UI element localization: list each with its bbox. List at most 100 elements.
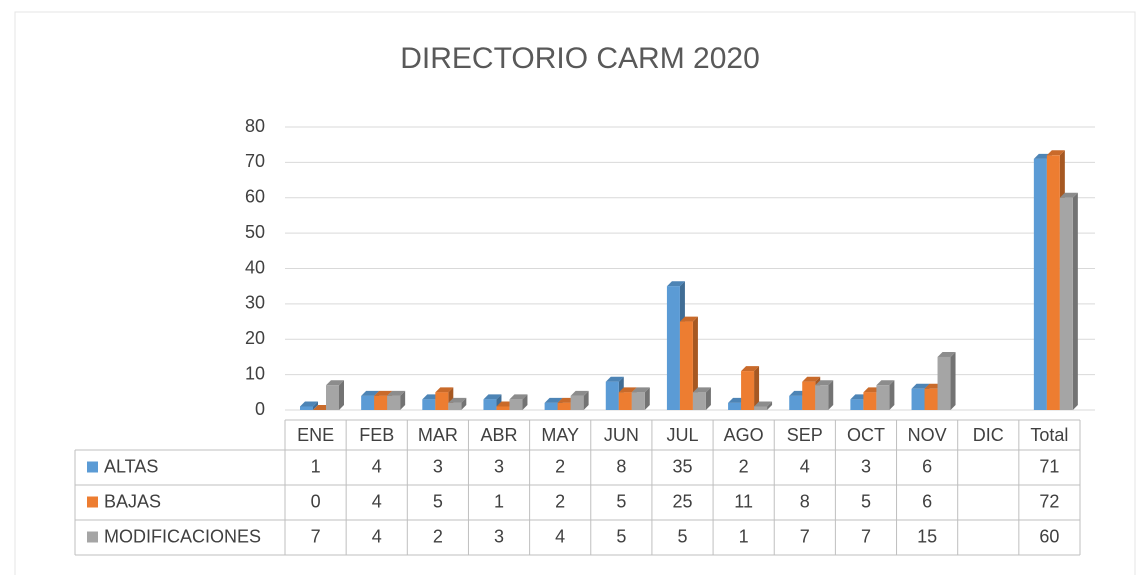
- table-cell: 0: [311, 491, 321, 511]
- bar: [666, 286, 680, 410]
- bar-side: [1072, 192, 1078, 410]
- bar-top: [326, 380, 344, 386]
- legend-swatch: [87, 461, 98, 473]
- chart-frame: [14, 11, 1136, 575]
- table-cell: 60: [1039, 526, 1059, 546]
- legend-swatch: [87, 531, 98, 543]
- y-tick-label: 50: [245, 222, 265, 242]
- chart-title: DIRECTORIO CARM 2020: [400, 42, 760, 75]
- bar: [570, 395, 584, 410]
- bar-top: [387, 390, 406, 396]
- bar: [728, 402, 742, 410]
- table-cell: 6: [922, 456, 932, 476]
- x-tick-label: MAR: [418, 425, 458, 445]
- bar: [692, 392, 706, 410]
- bar: [496, 406, 510, 410]
- table-cell: 5: [616, 491, 626, 511]
- y-tick-label: 80: [245, 116, 265, 136]
- bar: [850, 399, 864, 410]
- bar: [374, 395, 388, 410]
- bar-side: [767, 401, 773, 410]
- bar: [754, 406, 768, 410]
- bar-side: [644, 387, 650, 410]
- table-cell: 4: [372, 456, 382, 476]
- table-cell: 4: [555, 526, 565, 546]
- bar: [326, 385, 339, 410]
- y-tick-label: 40: [245, 257, 265, 277]
- bar: [483, 399, 497, 410]
- bar-top: [911, 383, 930, 389]
- x-tick-label: DIC: [973, 425, 1004, 445]
- bar: [422, 399, 436, 410]
- bar: [815, 385, 829, 410]
- table-cell: 3: [861, 456, 871, 476]
- bar: [618, 392, 632, 410]
- bar: [937, 356, 951, 410]
- table-cell: 1: [494, 491, 504, 511]
- table-cell: 8: [616, 456, 626, 476]
- bar-top: [1046, 150, 1065, 156]
- table-cell: 5: [861, 491, 871, 511]
- bar: [448, 402, 462, 410]
- x-tick-label: OCT: [847, 425, 885, 445]
- table-cell: 7: [861, 526, 871, 546]
- bar-side: [692, 316, 698, 410]
- y-tick-label: 0: [255, 399, 265, 419]
- y-tick-label: 10: [245, 363, 265, 383]
- bar-side: [461, 397, 467, 410]
- bar-top: [741, 366, 760, 372]
- bar-side: [705, 387, 711, 410]
- bar-side: [828, 380, 834, 410]
- bar-top: [631, 387, 650, 393]
- bar: [876, 385, 890, 410]
- bar: [1059, 197, 1073, 410]
- bar: [911, 388, 925, 410]
- table-cell: 72: [1039, 491, 1059, 511]
- table-cell: 8: [800, 491, 810, 511]
- bar-top: [692, 387, 711, 393]
- bar: [544, 402, 558, 410]
- table-cell: 4: [800, 456, 810, 476]
- bar-top: [1059, 192, 1078, 198]
- x-tick-label: ABR: [481, 425, 518, 445]
- table-cell: 1: [311, 456, 321, 476]
- x-tick-label: ENE: [297, 425, 334, 445]
- bar-top: [754, 401, 773, 407]
- table-cell: 2: [433, 526, 443, 546]
- bar: [924, 388, 938, 410]
- x-tick-label: JUN: [604, 425, 639, 445]
- table-cell: 2: [739, 456, 749, 476]
- bar-top: [544, 397, 563, 403]
- bar: [387, 395, 401, 410]
- table-cell: 5: [616, 526, 626, 546]
- x-tick-label: MAY: [541, 425, 579, 445]
- bar-top: [448, 397, 467, 403]
- x-tick-label: FEB: [359, 425, 394, 445]
- table-cell: 3: [494, 526, 504, 546]
- bar-top: [435, 387, 454, 393]
- bar-top: [509, 394, 528, 400]
- table-cell: 1: [739, 526, 749, 546]
- bar: [741, 371, 755, 410]
- bar-top: [802, 376, 821, 382]
- x-tick-label: NOV: [908, 425, 947, 445]
- bar-top: [570, 390, 589, 396]
- bar-side: [400, 390, 406, 410]
- table-cell: 7: [800, 526, 810, 546]
- table-cell: 3: [494, 456, 504, 476]
- bar: [789, 395, 803, 410]
- bar-top: [374, 390, 393, 396]
- legend-label: BAJAS: [104, 491, 161, 511]
- bar-top: [361, 390, 380, 396]
- y-tick-label: 70: [245, 151, 265, 171]
- bar: [509, 399, 523, 410]
- x-tick-label: JUL: [666, 425, 698, 445]
- x-tick-label: SEP: [787, 425, 823, 445]
- table-cell: 25: [672, 491, 692, 511]
- bar: [679, 321, 693, 410]
- bar-top: [815, 380, 834, 386]
- table-cell: 71: [1039, 456, 1059, 476]
- bar-top: [483, 394, 502, 400]
- bar: [300, 406, 313, 410]
- bar: [802, 381, 816, 410]
